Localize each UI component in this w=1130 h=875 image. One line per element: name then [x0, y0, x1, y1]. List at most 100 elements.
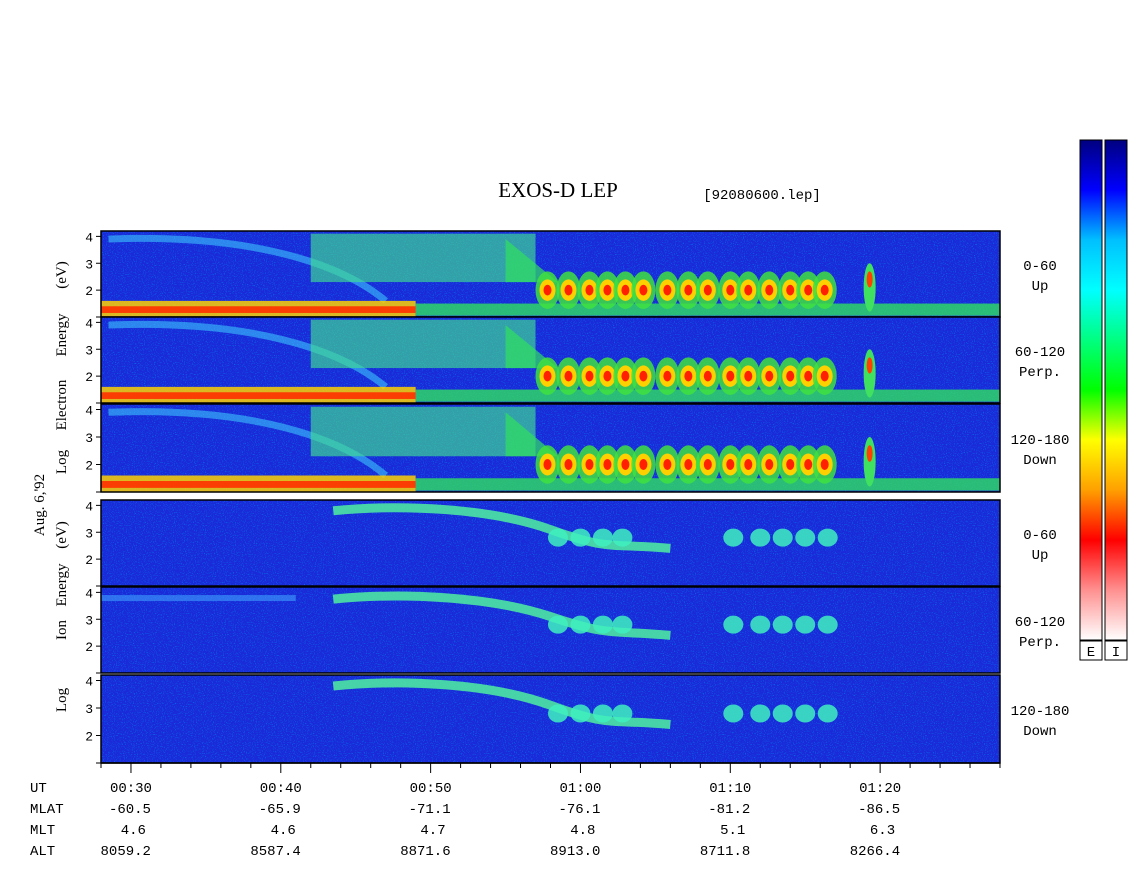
- ion-blob: [723, 615, 744, 634]
- colorbar-label-box: [1079, 640, 1103, 661]
- precipitation-blob: [631, 271, 656, 309]
- panel-electron-2: 2 3 4: [85, 316, 1001, 404]
- ion-blob: [750, 704, 771, 723]
- colorbar-label: I: [1112, 645, 1120, 661]
- ephemeris-alt: 8587.4: [250, 844, 300, 860]
- direction-label: Perp.: [1019, 365, 1061, 381]
- pitch-angle-labels: 0-60 Up 60-120 Perp. 120-180 Down 0-60 Up 60-120…: [1011, 259, 1070, 740]
- ylabel-log: Log: [54, 687, 70, 712]
- precipitation-blob: [736, 357, 761, 395]
- panel-ion-3: 2 3 4: [85, 674, 1001, 764]
- ion-blob: [612, 704, 633, 723]
- cyan-arc-band: [108, 408, 388, 479]
- direction-label: Down: [1023, 724, 1057, 740]
- spectrogram-panels: 2 3 4 2 3 4 2 3 4 2 3 4 2 3 4 2 3 4: [85, 230, 1001, 764]
- ion-blob: [750, 528, 771, 547]
- ion-blob: [547, 528, 568, 547]
- precipitation-blob: [757, 271, 782, 309]
- precipitation-blob: [577, 357, 602, 395]
- green-plateau: [310, 406, 536, 457]
- ion-blob: [612, 615, 633, 634]
- colorbar-label-box: [1104, 640, 1128, 661]
- precipitation-blob: [676, 271, 701, 309]
- direction-label: Perp.: [1019, 635, 1061, 651]
- y-tick-label: 4: [85, 316, 93, 331]
- ephemeris-mlt: 4.7: [420, 823, 445, 839]
- ephemeris-row-label: UT: [30, 781, 47, 797]
- panel-frame: [100, 403, 1001, 493]
- precipitation-blob: [556, 445, 581, 484]
- cyan-arc-band: [108, 320, 388, 390]
- pitch-range-label: 0-60: [1023, 528, 1057, 544]
- precipitation-blob: [695, 357, 720, 395]
- pitch-range-label: 0-60: [1023, 259, 1057, 275]
- colorbar-label: E: [1087, 645, 1095, 661]
- precipitation-blob: [577, 445, 602, 484]
- ion-blob: [570, 528, 591, 547]
- direction-label: Down: [1023, 453, 1057, 469]
- panel-electron-1: 2 3 4: [85, 230, 1001, 318]
- y-tick-label: 3: [85, 613, 93, 628]
- precipitation-blob: [812, 357, 837, 395]
- ylabel-log: Log: [54, 449, 70, 474]
- y-tick-label: 3: [85, 257, 93, 272]
- direction-label: Up: [1032, 279, 1049, 295]
- ephemeris-table: UT MLAT MLT ALT 00:30 -60.5 4.6 8059.2 00:40 -65.…: [30, 781, 901, 860]
- low-energy-band-right: [415, 389, 1000, 402]
- precipitation-blob: [695, 271, 720, 309]
- ephemeris-mlt: 4.8: [570, 823, 595, 839]
- ephemeris-ut: 01:00: [559, 781, 601, 797]
- ephemeris-ut: 01:20: [859, 781, 901, 797]
- y-tick-label: 2: [85, 640, 93, 655]
- ephemeris-mlat: -65.9: [259, 802, 301, 818]
- time-axis: [100, 762, 1001, 773]
- precipitation-blob: [796, 271, 821, 309]
- precipitation-blob: [778, 357, 803, 395]
- precipitation-blob: [718, 271, 743, 309]
- y-tick-label: 4: [85, 230, 93, 245]
- colorbar-i: [1104, 139, 1128, 641]
- y-tick-label: 2: [85, 370, 93, 385]
- precipitation-blob: [757, 445, 782, 484]
- green-plateau: [310, 319, 536, 369]
- green-slope: [505, 325, 558, 369]
- date-label: Aug. 6,'92: [32, 474, 48, 536]
- precipitation-blob: [655, 271, 680, 309]
- ephemeris-ut: 01:10: [709, 781, 751, 797]
- precipitation-blob: [577, 271, 602, 309]
- ion-blob: [750, 615, 771, 634]
- ion-blob: [570, 704, 591, 723]
- precipitation-blob: [535, 271, 560, 309]
- precipitation-blob: [757, 357, 782, 395]
- y-tick-label: 4: [85, 675, 93, 690]
- ylabel-energy: Energy: [54, 313, 70, 357]
- ephemeris-mlat: -76.1: [558, 802, 600, 818]
- direction-label: Up: [1032, 548, 1049, 564]
- ephemeris-alt: 8711.8: [700, 844, 750, 860]
- green-plateau: [310, 233, 536, 283]
- precipitation-blob: [595, 357, 620, 395]
- precipitation-blob: [613, 445, 638, 484]
- ion-blob: [772, 528, 793, 547]
- cyan-arc-band: [108, 234, 388, 304]
- y-tick-label: 2: [85, 553, 93, 568]
- ion-blob: [817, 615, 838, 634]
- low-energy-band-core: [101, 481, 416, 488]
- precipitation-blob: [595, 445, 620, 484]
- precipitation-blob: [676, 445, 701, 484]
- ephemeris-mlat: -81.2: [708, 802, 750, 818]
- ylabel-species: Electron: [54, 379, 70, 430]
- precipitation-blob: [736, 271, 761, 309]
- ephemeris-ut: 00:30: [110, 781, 152, 797]
- precipitation-blob: [778, 271, 803, 309]
- low-energy-band-right: [415, 478, 1000, 491]
- y-tick-label: 4: [85, 586, 93, 601]
- ion-blob: [592, 528, 613, 547]
- panel-ion-1: 2 3 4: [85, 499, 1001, 587]
- low-energy-band-core: [101, 392, 416, 399]
- pitch-range-label: 120-180: [1011, 433, 1070, 449]
- precipitation-blob: [535, 445, 560, 484]
- y-tick-label: 3: [85, 343, 93, 358]
- ion-blob: [817, 704, 838, 723]
